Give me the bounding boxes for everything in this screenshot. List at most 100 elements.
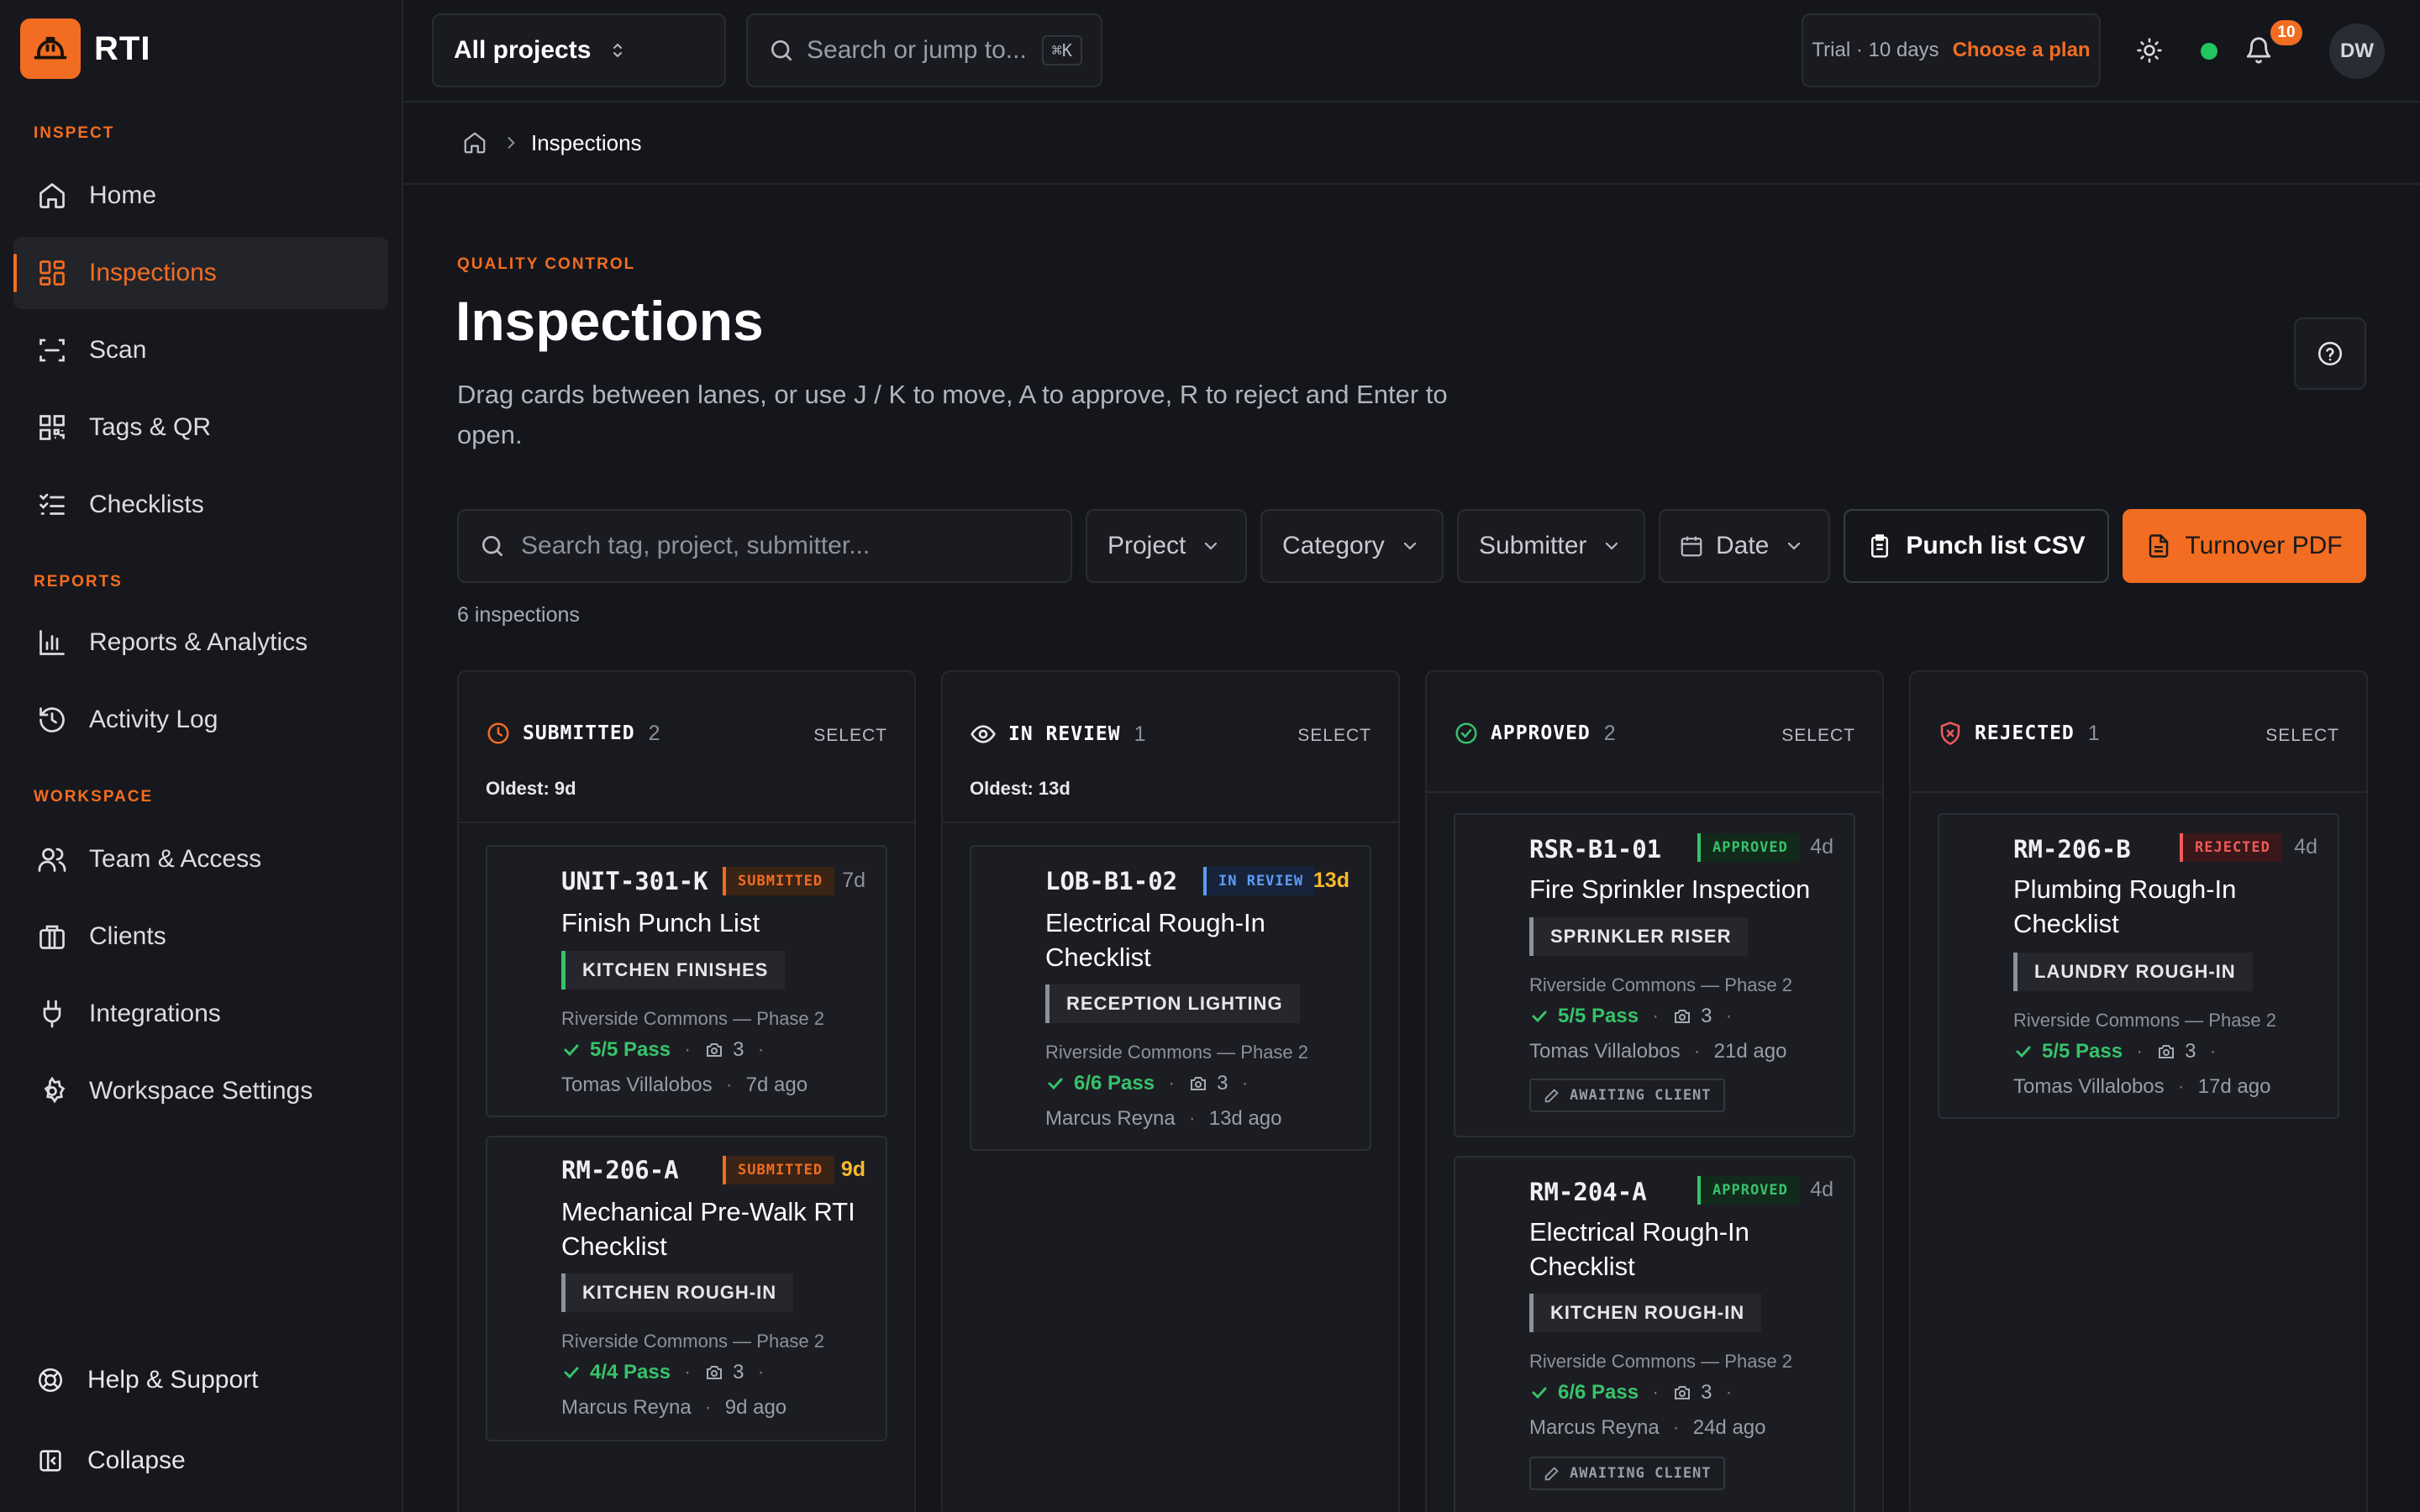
chevron-down-icon [1784,536,1804,556]
help-button[interactable] [2294,318,2366,390]
lane-header: IN REVIEW 1 SELECT Oldest: 13d [943,672,1398,823]
sidebar-item-label: Home [89,181,157,209]
qr-icon [35,411,69,444]
sidebar-item-clients[interactable]: Clients [13,900,388,973]
inspection-card[interactable]: LOB-B1-02 IN REVIEW 13d Electrical Rough… [970,845,1371,1151]
home-icon [35,179,69,213]
card-title: Electrical Rough-In Checklist [1045,908,1265,972]
card-tag: RM-204-A [1529,1178,1647,1206]
project-filter[interactable]: Project [1086,509,1247,583]
separator-dot: · [1693,1040,1701,1063]
punch-list-csv-button[interactable]: Punch list CSV [1844,509,2109,583]
camera-icon [1672,1006,1692,1026]
clock-icon [486,721,511,746]
lane-title: IN REVIEW [1008,723,1121,745]
card-age: 9d [840,1158,865,1181]
separator-dot: · [757,1038,765,1061]
sidebar: RTI INSPECT Home Inspections Scan Tags &… [0,0,403,1512]
sidebar-item-checklists[interactable]: Checklists [13,469,388,541]
separator-dot: · [1725,1005,1733,1027]
pass-count: 6/6 Pass [1558,1381,1639,1404]
question-circle-icon [2316,339,2344,368]
camera-icon [2156,1042,2176,1062]
hard-hat-icon [20,18,81,79]
card-stats: 6/6 Pass · 3 · [1529,1381,1745,1404]
turnover-pdf-label: Turnover PDF [2185,532,2343,559]
lane-select-button[interactable]: SELECT [1781,726,1855,745]
theme-toggle[interactable] [2129,30,2170,71]
check-icon [1529,1383,1549,1403]
collapse-label: Collapse [87,1446,186,1474]
lane-select-button[interactable]: SELECT [2265,726,2339,745]
grid-icon [35,256,69,290]
lane-header: REJECTED 1 SELECT [1911,672,2366,793]
chevron-right-icon [502,134,519,151]
chevron-down-icon [1201,536,1221,556]
card-age: 7d [842,869,865,892]
help-support-label: Help & Support [87,1366,259,1394]
sidebar-item-team-access[interactable]: Team & Access [13,823,388,895]
sidebar-item-reports[interactable]: Reports & Analytics [13,606,388,679]
inspection-card[interactable]: RM-206-B REJECTED 4d Plumbing Rough-In C… [1938,813,2339,1119]
inspection-card[interactable]: UNIT-301-K SUBMITTED 7d Finish Punch Lis… [486,845,887,1117]
scan-icon [35,333,69,367]
choose-plan-link[interactable]: Choose a plan [1952,39,2091,61]
card-project: Riverside Commons — Phase 2 [561,1008,825,1029]
nav-section-reports: REPORTS [34,573,123,591]
photo-count: 3 [733,1361,744,1383]
sidebar-item-home[interactable]: Home [13,160,388,232]
pass-count: 4/4 Pass [590,1361,671,1383]
card-tag: RM-206-A [561,1156,679,1184]
submitter-name: Tomas Villalobos [561,1074,713,1096]
card-age: 4d [1810,1178,1833,1201]
lane-header: APPROVED 2 SELECT [1427,672,1882,793]
sidebar-item-label: Scan [89,336,147,364]
history-icon [35,703,69,737]
card-project: Riverside Commons — Phase 2 [561,1331,825,1352]
card-project: Riverside Commons — Phase 2 [1529,974,1793,995]
status-badge: REJECTED [2180,833,2282,862]
lane-select-button[interactable]: SELECT [1297,726,1371,745]
separator-dot: · [1725,1381,1733,1404]
global-search[interactable]: Search or jump to... ⌘K [746,13,1102,87]
inspection-card[interactable]: RSR-B1-01 APPROVED 4d Fire Sprinkler Ins… [1454,813,1855,1137]
sidebar-item-activity-log[interactable]: Activity Log [13,684,388,756]
inspection-card[interactable]: RM-204-A APPROVED 4d Electrical Rough-In… [1454,1156,1855,1512]
lane-count: 1 [1134,722,1146,746]
help-support-link[interactable]: Help & Support [34,1363,258,1397]
lane-select-button[interactable]: SELECT [813,726,887,745]
sidebar-item-label: Activity Log [89,706,218,733]
date-filter[interactable]: Date [1659,509,1830,583]
notifications-button[interactable] [2238,30,2279,71]
project-select[interactable]: All projects [432,13,726,87]
card-stats: 6/6 Pass · 3 · [1045,1072,1261,1095]
pass-count: 6/6 Pass [1074,1072,1155,1095]
separator-dot: · [1672,1416,1680,1439]
brand[interactable]: RTI [20,18,150,79]
inspection-search-input[interactable]: Search tag, project, submitter... [457,509,1072,583]
separator-dot: · [1168,1072,1176,1095]
camera-icon [704,1040,724,1060]
inspection-search-placeholder: Search tag, project, submitter... [521,532,871,559]
avatar[interactable]: DW [2329,24,2385,79]
home-icon[interactable] [462,130,487,155]
brand-name: RTI [94,29,151,67]
turnover-pdf-button[interactable]: Turnover PDF [2123,509,2366,583]
check-icon [1045,1074,1065,1094]
photo-count: 3 [2185,1040,2196,1063]
category-filter[interactable]: Category [1260,509,1444,583]
awaiting-client-chip: AWAITING CLIENT [1529,1457,1725,1490]
separator-dot: · [2177,1075,2185,1098]
submitter-filter[interactable]: Submitter [1457,509,1645,583]
sidebar-item-tags-qr[interactable]: Tags & QR [13,391,388,464]
calendar-icon [1679,533,1704,559]
camera-icon [1672,1383,1692,1403]
sidebar-item-label: Tags & QR [89,413,212,441]
sidebar-item-inspections[interactable]: Inspections [13,237,388,309]
collapse-button[interactable]: Collapse [34,1444,186,1478]
inspection-card[interactable]: RM-206-A SUBMITTED 9d Mechanical Pre-Wal… [486,1136,887,1441]
sidebar-item-integrations[interactable]: Integrations [13,978,388,1050]
separator-dot: · [704,1396,712,1419]
sidebar-item-scan[interactable]: Scan [13,314,388,386]
sidebar-item-workspace-settings[interactable]: Workspace Settings [13,1055,388,1127]
